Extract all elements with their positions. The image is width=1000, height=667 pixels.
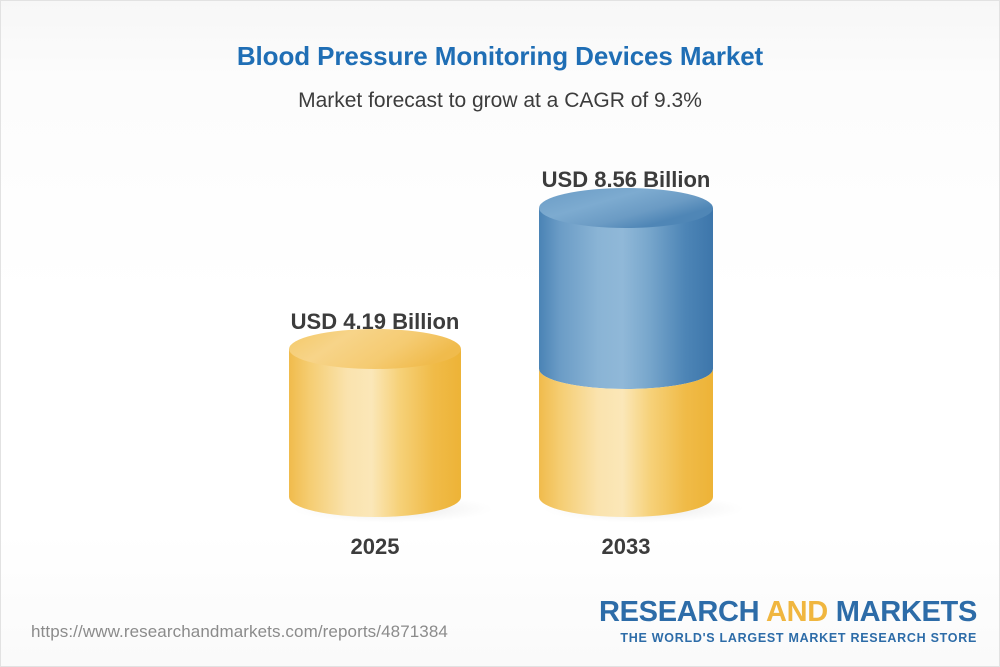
bar-value-label-2033: USD 8.56 Billion bbox=[541, 167, 711, 192]
logo-word-markets: MARKETS bbox=[827, 595, 978, 628]
bar-2033[interactable] bbox=[539, 188, 744, 523]
bar-2025[interactable] bbox=[289, 329, 493, 523]
bar-2033-top-cap bbox=[539, 188, 713, 228]
research-and-markets-logo[interactable]: RESEARCH AND MARKETS THE WORLD'S LARGEST… bbox=[598, 595, 978, 645]
bar-2025-body bbox=[289, 349, 461, 517]
bar-2033-yellow-segment bbox=[539, 369, 713, 517]
bar-category-label-2025: 2025 bbox=[350, 534, 400, 559]
logo-wordmark: RESEARCH AND MARKETS bbox=[598, 595, 978, 628]
chart-header: Blood Pressure Monitoring Devices Market… bbox=[1, 1, 999, 113]
logo-word-research: RESEARCH bbox=[598, 595, 767, 628]
logo-word-and: AND bbox=[766, 595, 828, 628]
report-url[interactable]: https://www.researchandmarkets.com/repor… bbox=[31, 622, 448, 641]
bar-category-label-2033: 2033 bbox=[601, 534, 651, 559]
page-title: Blood Pressure Monitoring Devices Market bbox=[236, 41, 764, 71]
logo-tagline: THE WORLD'S LARGEST MARKET RESEARCH STOR… bbox=[620, 630, 977, 645]
bar-value-label-2025: USD 4.19 Billion bbox=[290, 309, 460, 334]
bar-2033-blue-segment bbox=[539, 208, 713, 389]
chart-subtitle: Market forecast to grow at a CAGR of 9.3… bbox=[298, 89, 702, 113]
bar-2025-top-cap bbox=[289, 329, 461, 369]
